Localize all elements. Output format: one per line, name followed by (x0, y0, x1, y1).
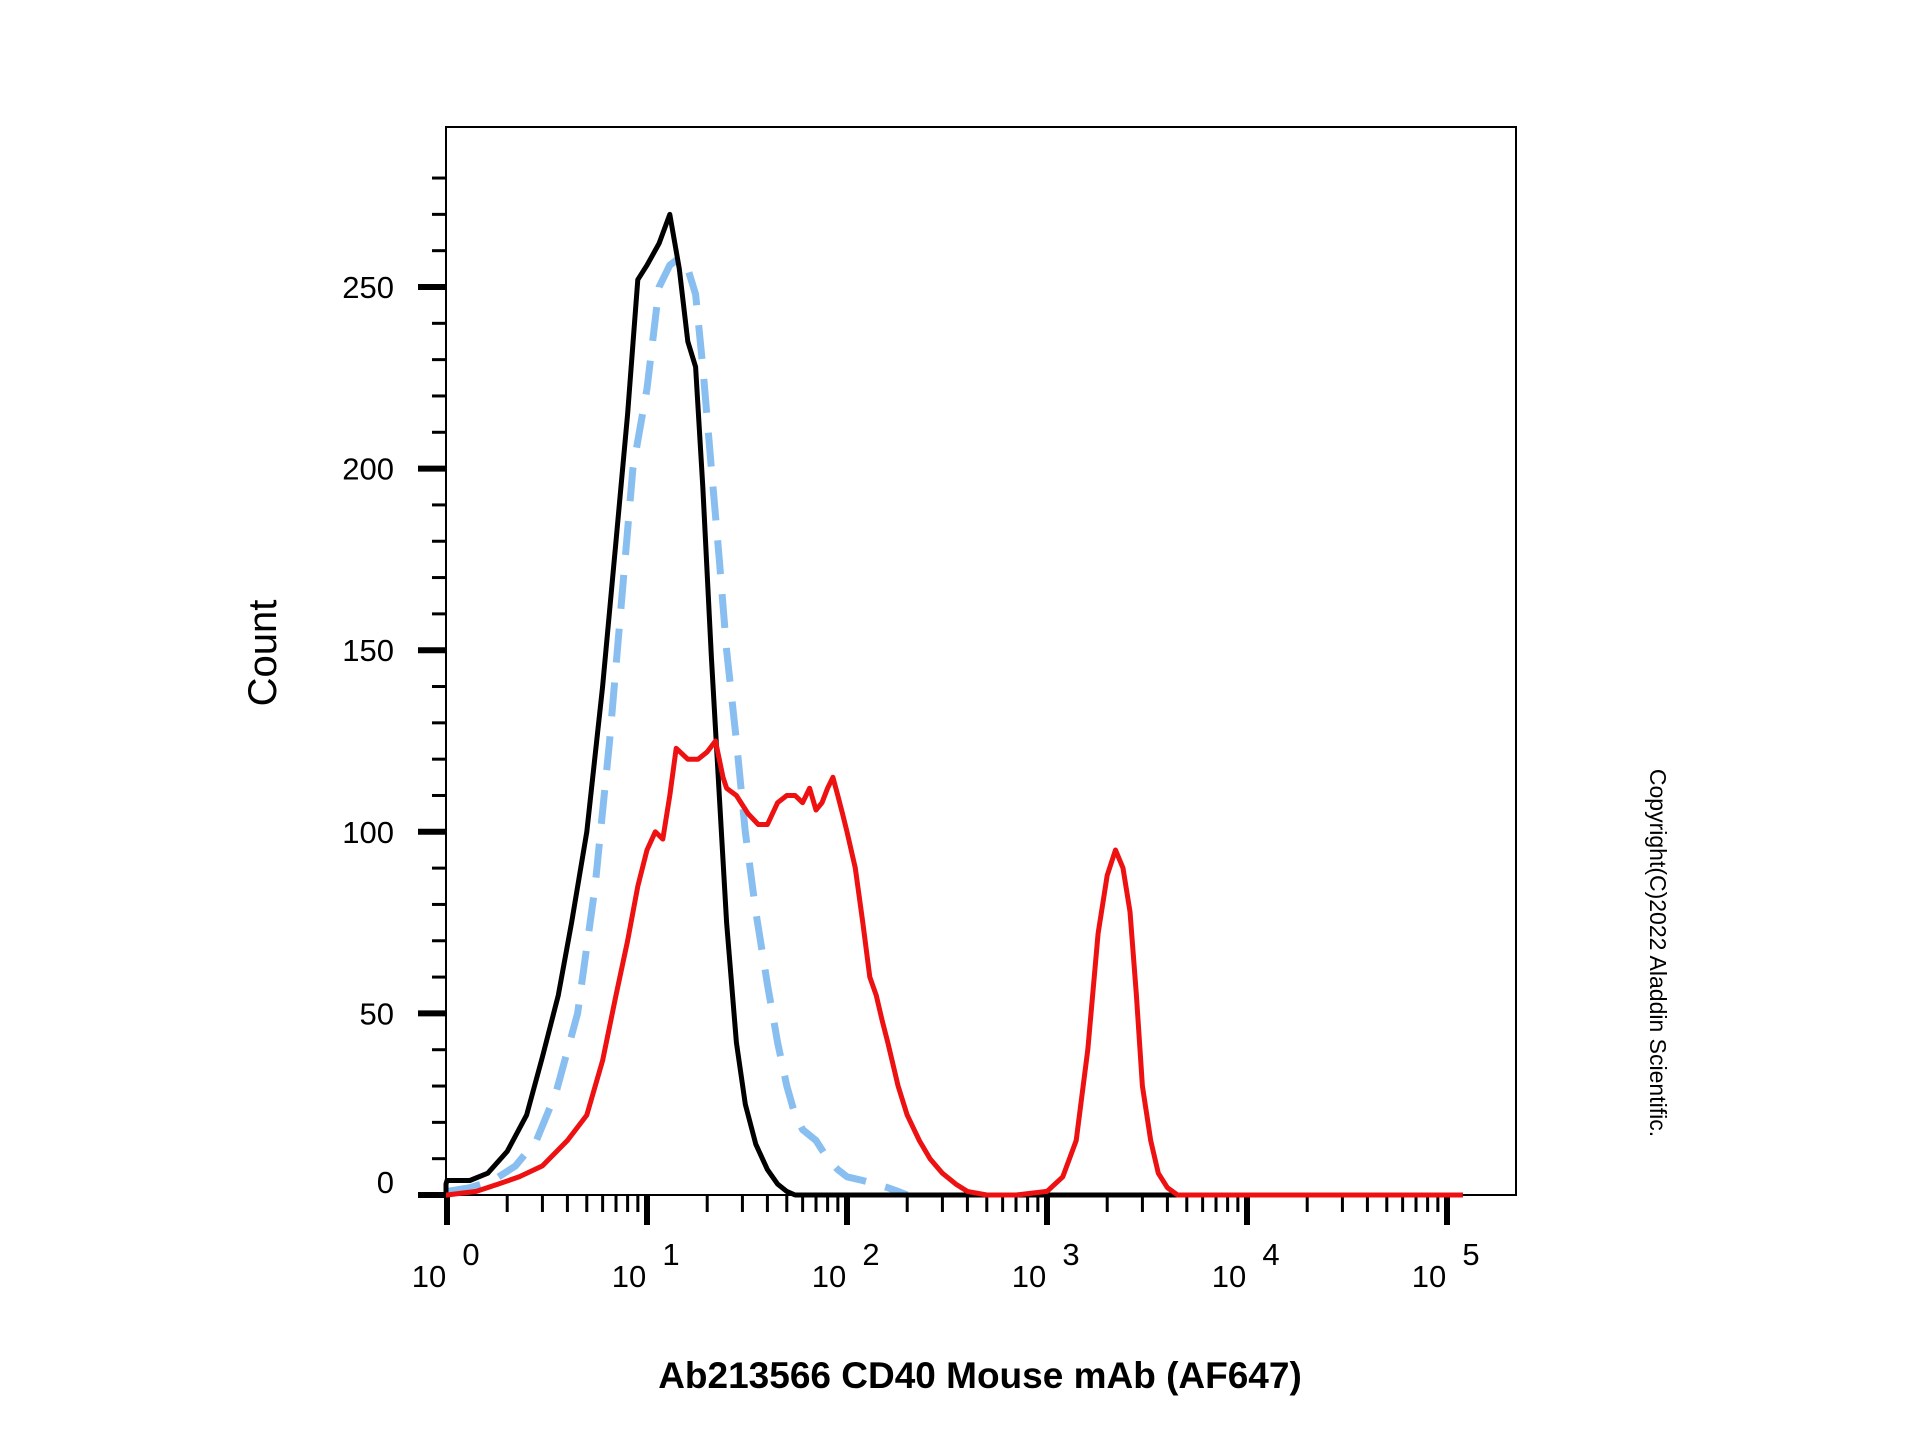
x-tick-exponent: 2 (862, 1237, 879, 1272)
y-tick-label: 150 (342, 633, 394, 668)
series-layer (443, 211, 1463, 1199)
x-tick-exponent: 0 (462, 1237, 479, 1272)
x-tick-exponent: 5 (1462, 1237, 1479, 1272)
x-tick-label: 10 (1012, 1259, 1046, 1294)
y-tick-label: 250 (342, 270, 394, 305)
series-unstained (446, 254, 909, 1199)
x-tick-label: 10 (412, 1259, 446, 1294)
x-tick-exponent: 1 (662, 1237, 679, 1272)
y-tick-label: 0 (377, 1165, 394, 1200)
x-axis-title: Ab213566 CD40 Mouse mAb (AF647) (658, 1355, 1302, 1396)
x-axis: 10 0 10 1 10 2 10 3 10 4 10 5 (412, 1195, 1480, 1294)
y-tick-label: 200 (342, 452, 394, 487)
x-tick-label: 10 (1212, 1259, 1246, 1294)
x-tick-label: 10 (1412, 1259, 1446, 1294)
y-axis-title: Count (241, 600, 285, 707)
y-tick-label: 50 (360, 996, 394, 1031)
y-axis: 0 50 100 150 200 250 (342, 176, 446, 1200)
x-tick-label: 10 (812, 1259, 846, 1294)
series-CD40-AF647 (444, 738, 1463, 1198)
x-tick-exponent: 3 (1062, 1237, 1079, 1272)
copyright-annotation: Copyright(C)2022 Aladdin Scientific. (1645, 769, 1671, 1137)
x-tick-exponent: 4 (1262, 1237, 1279, 1272)
series-isotype-control (443, 211, 1463, 1198)
x-tick-label: 10 (612, 1259, 646, 1294)
y-tick-label: 100 (342, 815, 394, 850)
